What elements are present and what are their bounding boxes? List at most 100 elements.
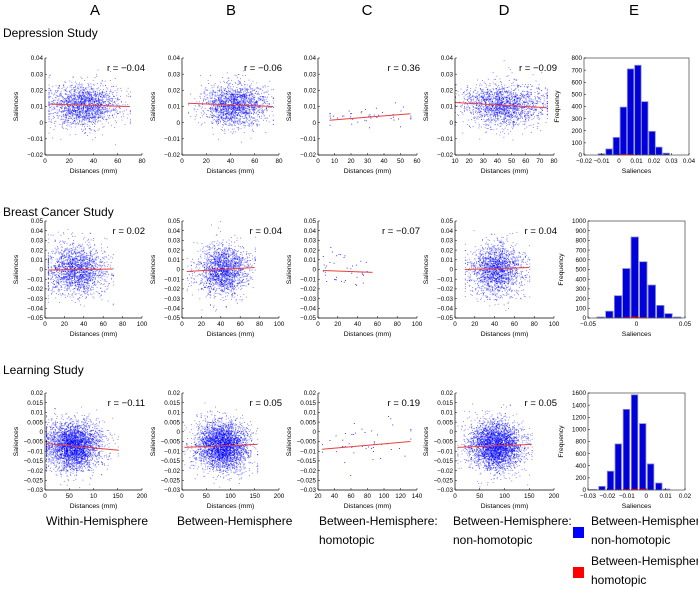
scatter-point xyxy=(382,112,383,113)
scatter-point xyxy=(68,94,69,95)
scatter-point xyxy=(72,119,73,120)
scatter-point xyxy=(251,83,252,84)
scatter-point xyxy=(516,114,517,115)
scatter-point xyxy=(59,98,60,99)
scatter-point xyxy=(230,91,231,92)
scatter-point xyxy=(105,109,106,110)
scatter-point xyxy=(251,117,252,118)
scatter-point xyxy=(370,118,371,119)
scatter-point xyxy=(85,91,86,92)
scatter-point xyxy=(502,101,503,102)
scatter-point xyxy=(495,117,496,118)
scatter-point xyxy=(98,114,99,115)
scatter-point xyxy=(230,94,231,95)
scatter-point xyxy=(251,103,252,104)
y-tick-label: 0.02 xyxy=(304,88,317,95)
scatter-point xyxy=(78,112,79,113)
scatter-point xyxy=(231,98,232,99)
scatter-point xyxy=(110,90,111,91)
scatter-point xyxy=(398,119,399,120)
scatter-point xyxy=(266,99,267,100)
scatter-point xyxy=(65,121,66,122)
scatter-point xyxy=(93,120,94,121)
scatter-point xyxy=(243,111,244,112)
scatter-point xyxy=(70,109,71,110)
scatter-point xyxy=(91,121,92,122)
scatter-point xyxy=(88,85,89,86)
scatter-point xyxy=(71,87,72,88)
scatter-point xyxy=(469,93,470,94)
scatter-point xyxy=(69,98,70,99)
scatter-point xyxy=(85,110,86,111)
scatter-point xyxy=(99,113,100,114)
scatter-point xyxy=(219,102,220,103)
scatter-point xyxy=(61,119,62,120)
scatter-point xyxy=(213,116,214,117)
scatter-point xyxy=(86,116,87,117)
scatter-point xyxy=(240,107,241,108)
scatter-point xyxy=(53,113,54,114)
scatter-point xyxy=(524,121,525,122)
scatter-point xyxy=(262,90,263,91)
scatter-point xyxy=(63,122,64,123)
scatter-point xyxy=(228,109,229,110)
scatter-point xyxy=(100,85,101,86)
scatter-point xyxy=(246,107,247,108)
scatter-point xyxy=(196,101,197,102)
scatter-point xyxy=(233,116,234,117)
scatter-point xyxy=(470,95,471,96)
scatter-point xyxy=(62,88,63,89)
scatter-point xyxy=(88,115,89,116)
scatter-point xyxy=(232,90,233,91)
scatter-point xyxy=(86,117,87,118)
scatter-point xyxy=(76,117,77,118)
scatter-point xyxy=(200,117,201,118)
scatter-point xyxy=(264,100,265,101)
scatter-point xyxy=(256,102,257,103)
scatter-point xyxy=(219,94,220,95)
scatter-point xyxy=(206,90,207,91)
scatter-point xyxy=(477,91,478,92)
scatter-point xyxy=(223,98,224,99)
scatter-point xyxy=(67,124,68,125)
scatter-point xyxy=(120,108,121,109)
scatter-point xyxy=(507,76,508,77)
scatter-point xyxy=(508,108,509,109)
scatter-point xyxy=(261,116,262,117)
scatter-point xyxy=(228,101,229,102)
scatter-point xyxy=(216,100,217,101)
scatter-point xyxy=(220,114,221,115)
scatter-point xyxy=(247,92,248,93)
scatter-point xyxy=(233,109,234,110)
scatter-point xyxy=(249,107,250,108)
scatter-point xyxy=(204,96,205,97)
scatter-point xyxy=(81,122,82,123)
scatter-point xyxy=(541,95,542,96)
scatter-point xyxy=(231,89,232,90)
scatter-point xyxy=(239,120,240,121)
scatter-point xyxy=(349,111,350,112)
scatter-point xyxy=(269,104,270,105)
scatter-point xyxy=(98,120,99,121)
scatter-point xyxy=(273,115,274,116)
scatter-point xyxy=(494,79,495,80)
scatter-point xyxy=(481,114,482,115)
scatter-point xyxy=(533,118,534,119)
scatter-point xyxy=(240,96,241,97)
scatter-point xyxy=(257,116,258,117)
scatter-point xyxy=(111,105,112,106)
scatter-point xyxy=(238,119,239,120)
scatter-point xyxy=(98,109,99,110)
scatter-point xyxy=(242,90,243,91)
scatter-point xyxy=(210,98,211,99)
scatter-point xyxy=(126,95,127,96)
scatter-point xyxy=(237,127,238,128)
scatter-point xyxy=(267,97,268,98)
scatter-point xyxy=(490,122,491,123)
scatter-point xyxy=(127,91,128,92)
scatter-point xyxy=(255,109,256,110)
scatter-point xyxy=(111,125,112,126)
scatter-point xyxy=(75,112,76,113)
scatter-point xyxy=(493,88,494,89)
scatter-point xyxy=(250,87,251,88)
